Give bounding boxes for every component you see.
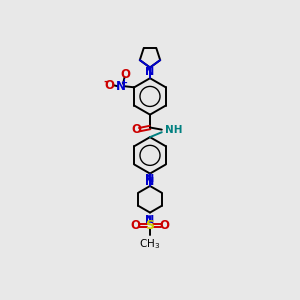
- Text: N: N: [146, 215, 154, 225]
- Text: N: N: [146, 177, 154, 187]
- Text: N: N: [146, 67, 154, 76]
- Text: O: O: [105, 79, 115, 92]
- Text: O: O: [130, 219, 140, 232]
- Text: -: -: [103, 77, 108, 87]
- Text: O: O: [131, 123, 141, 136]
- Text: +: +: [120, 78, 128, 87]
- Text: O: O: [121, 68, 131, 81]
- Text: NH: NH: [165, 124, 182, 135]
- Text: N: N: [146, 174, 154, 184]
- Text: CH$_3$: CH$_3$: [140, 237, 160, 251]
- Text: N: N: [116, 80, 126, 93]
- Text: O: O: [160, 219, 170, 232]
- Text: S: S: [146, 219, 154, 232]
